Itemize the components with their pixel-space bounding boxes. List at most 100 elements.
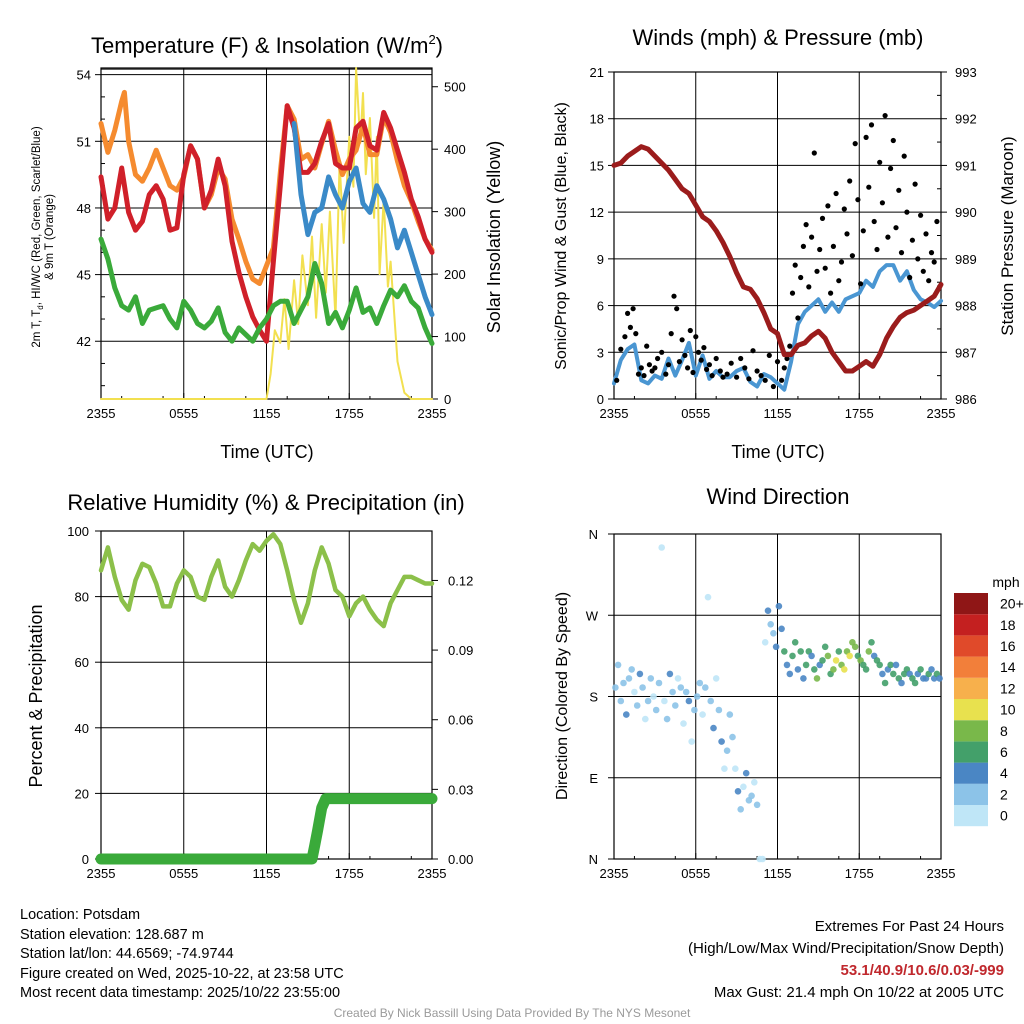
direction-point bbox=[813, 675, 821, 682]
pressure-ytick-label: 993 bbox=[955, 65, 977, 80]
gust-point bbox=[652, 365, 658, 371]
gust-point bbox=[754, 368, 760, 374]
temp-ytick-label: 42 bbox=[77, 334, 91, 349]
gust-point bbox=[687, 327, 693, 334]
direction-point bbox=[666, 670, 674, 678]
gust-point bbox=[644, 343, 650, 349]
dir-ytick-label: E bbox=[589, 771, 598, 786]
gust-point bbox=[838, 259, 845, 265]
direction-point bbox=[715, 706, 723, 714]
direction-ylabel: Direction (Colored By Speed) bbox=[554, 592, 571, 800]
direction-point bbox=[669, 688, 676, 696]
gust-point bbox=[720, 374, 726, 380]
direction-point bbox=[633, 702, 641, 709]
gust-point bbox=[800, 243, 807, 249]
dir-xtick-label: 2355 bbox=[927, 866, 956, 881]
direction-point bbox=[726, 711, 734, 718]
gust-point bbox=[646, 362, 653, 368]
temp-xtick-label: 1155 bbox=[253, 406, 281, 421]
direction-point bbox=[636, 670, 644, 678]
gust-point bbox=[879, 200, 886, 206]
direction-point bbox=[917, 666, 924, 673]
gust-point bbox=[766, 352, 772, 358]
direction-point bbox=[808, 652, 815, 660]
direction-point bbox=[628, 666, 635, 673]
legend-swatch bbox=[954, 593, 988, 615]
legend-swatch bbox=[954, 783, 988, 805]
direction-point bbox=[707, 697, 714, 705]
gust-point bbox=[795, 315, 801, 321]
humidity-ylabel: Percent & Precipitation bbox=[26, 604, 46, 787]
legend-label: 6 bbox=[1000, 744, 1008, 760]
rh-xtick-label: 0555 bbox=[169, 866, 198, 881]
gust-point bbox=[860, 228, 866, 234]
temperature-title: Temperature (F) & Insolation (W/m2) bbox=[91, 32, 443, 58]
direction-point bbox=[794, 666, 802, 673]
gust-point bbox=[896, 187, 902, 193]
figure-created: Figure created on Wed, 2025-10-22, at 23… bbox=[20, 965, 344, 982]
direction-point bbox=[617, 697, 625, 705]
direction-point bbox=[612, 684, 619, 691]
gust-point bbox=[633, 331, 639, 337]
gust-point bbox=[814, 268, 820, 274]
dir-xtick-label: 0555 bbox=[681, 866, 710, 881]
direction-point bbox=[674, 675, 682, 682]
gust-point bbox=[822, 265, 828, 271]
gust-point bbox=[901, 153, 907, 159]
wind-ytick-label: 3 bbox=[597, 345, 604, 360]
legend-label: 18 bbox=[1000, 617, 1016, 633]
gust-point bbox=[792, 262, 798, 268]
winds-xlabel: Time (UTC) bbox=[731, 442, 824, 462]
temp-series-td bbox=[98, 236, 435, 346]
pressure-ytick-label: 986 bbox=[955, 392, 977, 407]
direction-point bbox=[631, 688, 638, 696]
extremes-info: Extremes For Past 24 Hours (High/Low/Max… bbox=[688, 916, 1004, 1004]
direction-point bbox=[753, 801, 761, 809]
gust-point bbox=[758, 373, 764, 379]
gust-point bbox=[868, 122, 875, 128]
gust-point bbox=[630, 306, 636, 312]
wind-xtick-label: 0555 bbox=[681, 406, 710, 421]
temp-xtick-label: 1755 bbox=[335, 406, 364, 421]
solar-ytick-label: 400 bbox=[444, 142, 466, 157]
direction-point bbox=[890, 670, 897, 678]
rh-ytick-label: 0 bbox=[82, 852, 89, 867]
gust-point bbox=[779, 377, 785, 383]
gust-point bbox=[625, 310, 631, 316]
humidity-panel: Relative Humidity (%) & Precipitation (i… bbox=[26, 490, 473, 881]
dir-xtick-label: 1155 bbox=[764, 866, 792, 881]
direction-point bbox=[868, 639, 875, 646]
direction-point bbox=[661, 697, 668, 705]
gust-point bbox=[844, 231, 850, 237]
precip-ytick-label: 0.06 bbox=[448, 713, 473, 728]
solar-ytick-label: 0 bbox=[444, 392, 451, 407]
legend-swatch bbox=[954, 656, 988, 678]
gust-point bbox=[926, 278, 932, 284]
legend-swatch bbox=[954, 699, 988, 721]
legend-swatch bbox=[954, 677, 988, 699]
direction-point bbox=[800, 675, 807, 682]
station-elevation: Station elevation: 128.687 m bbox=[20, 926, 204, 943]
gust-point bbox=[817, 246, 823, 253]
wind-ytick-label: 12 bbox=[590, 205, 604, 220]
direction-point bbox=[704, 593, 712, 601]
gust-point bbox=[855, 197, 861, 203]
direction-point bbox=[892, 661, 900, 669]
direction-point bbox=[655, 679, 663, 687]
direction-point bbox=[767, 621, 774, 628]
temp-ytick-label: 51 bbox=[77, 134, 91, 149]
direction-point bbox=[748, 792, 755, 800]
gust-point bbox=[770, 383, 777, 390]
gust-point bbox=[847, 178, 853, 184]
dir-xtick-label: 2355 bbox=[600, 866, 629, 881]
rh-ytick-label: 100 bbox=[67, 524, 89, 539]
gust-point bbox=[724, 371, 730, 377]
legend-label: 12 bbox=[1000, 680, 1016, 696]
direction-point bbox=[770, 630, 777, 637]
rh-ytick-label: 60 bbox=[75, 655, 89, 670]
gust-point bbox=[841, 206, 847, 212]
rh-line bbox=[98, 532, 435, 629]
direction-point bbox=[682, 688, 690, 696]
direction-point bbox=[802, 661, 810, 669]
direction-point bbox=[620, 679, 627, 687]
